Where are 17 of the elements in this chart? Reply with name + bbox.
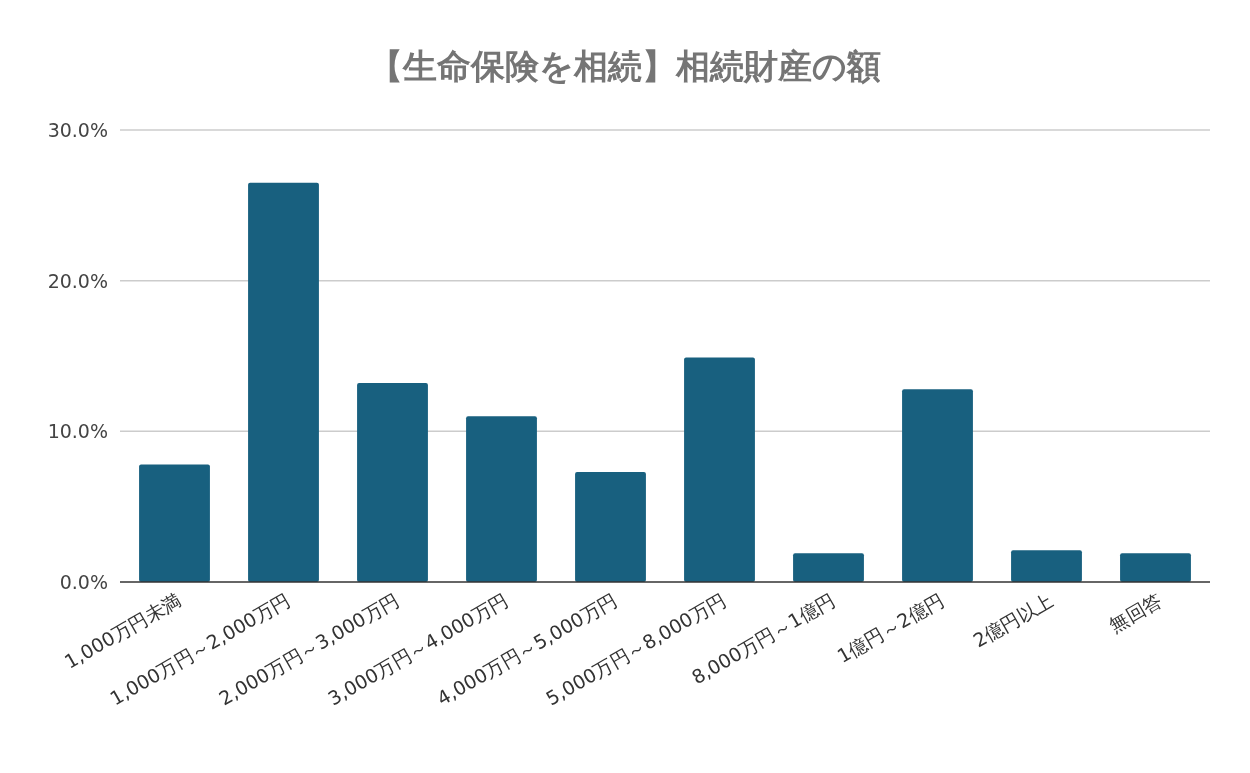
bar — [793, 553, 864, 582]
y-tick-label: 30.0% — [47, 119, 108, 141]
bar — [139, 464, 210, 582]
bar — [1011, 550, 1082, 582]
y-tick-label: 10.0% — [47, 420, 108, 443]
chart-title: 【生命保険を相続】相続財産の額 — [369, 46, 881, 86]
bar — [902, 389, 973, 582]
y-tick-label: 20.0% — [47, 269, 108, 292]
bar — [466, 416, 537, 582]
x-tick-label: 無回答 — [1105, 588, 1166, 636]
bar — [248, 182, 319, 582]
bar — [575, 472, 646, 582]
bar — [357, 383, 428, 582]
bar — [1120, 553, 1191, 582]
x-tick-label: 2億円以上 — [969, 588, 1057, 652]
y-tick-label: 0.0% — [59, 571, 108, 593]
bar — [684, 357, 755, 582]
